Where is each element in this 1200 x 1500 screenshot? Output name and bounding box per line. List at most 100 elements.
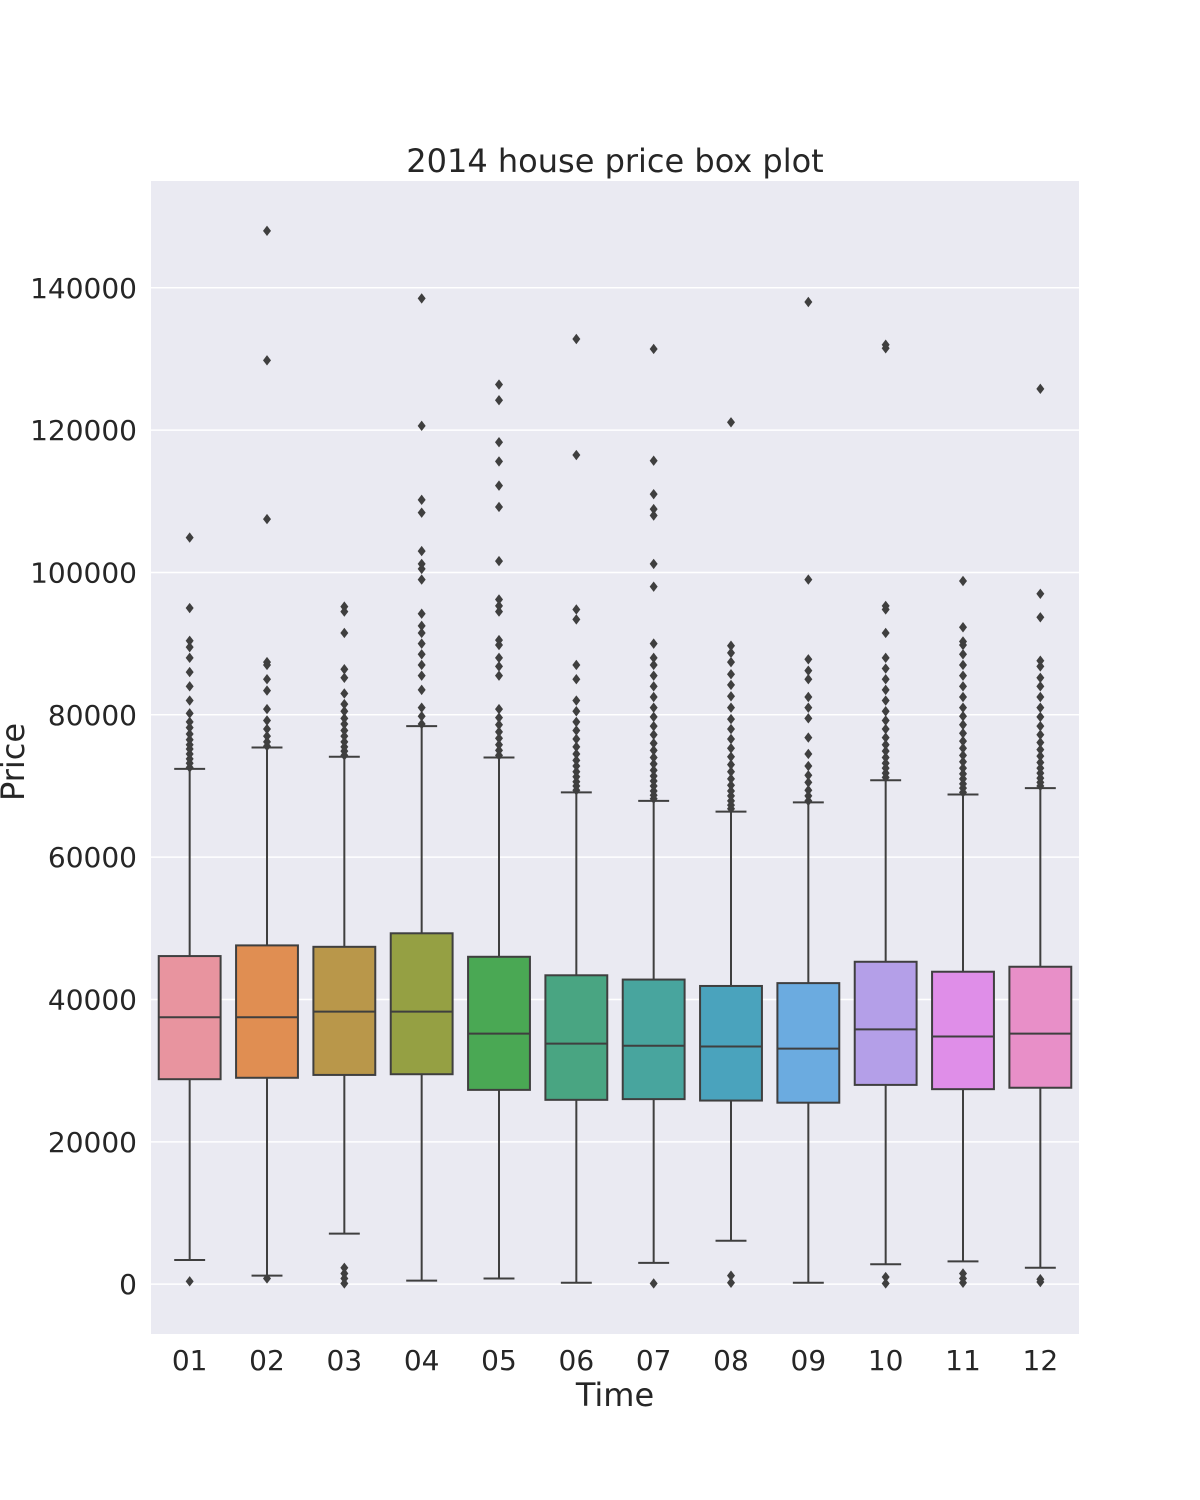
outlier-point	[649, 488, 658, 500]
outlier-point	[572, 333, 581, 345]
outlier-point	[340, 672, 349, 683]
outlier-point	[727, 785, 735, 797]
outlier-point	[881, 674, 890, 685]
outlier-point	[804, 702, 813, 713]
outlier-point	[263, 1273, 271, 1284]
outlier-point	[727, 1277, 735, 1288]
iqr-box	[467, 955, 531, 1091]
iqr-box	[931, 970, 995, 1091]
outlier-point	[572, 741, 581, 753]
outlier-point	[263, 730, 271, 742]
outlier-point	[340, 713, 349, 724]
outlier-point	[417, 608, 426, 619]
outlier-point	[572, 716, 581, 728]
outlier-point	[959, 649, 967, 660]
outlier-point	[649, 1278, 658, 1289]
outlier-point	[1036, 1273, 1045, 1285]
outlier-point	[649, 503, 658, 515]
x-tick-label: 05	[481, 1344, 517, 1377]
box-10	[853, 339, 918, 1289]
outlier-point	[727, 766, 735, 777]
outlier-point	[185, 532, 194, 543]
y-tick-label: 80000	[48, 699, 137, 732]
outlier-point	[263, 723, 271, 735]
box-11	[931, 575, 995, 1288]
x-tick-label: 10	[868, 1344, 904, 1377]
box-01	[157, 532, 222, 1287]
outlier-point	[495, 555, 503, 567]
outlier-point	[495, 594, 503, 605]
outlier-point	[727, 733, 735, 745]
outlier-point	[804, 654, 813, 665]
gridlines	[151, 287, 1079, 1285]
outlier-point	[495, 606, 503, 617]
outlier-point	[417, 545, 426, 557]
outlier-point	[417, 507, 426, 518]
outlier-point	[649, 702, 658, 713]
outlier-point	[649, 638, 658, 649]
outlier-point	[649, 738, 658, 749]
outlier-point	[727, 723, 735, 735]
outlier-point	[727, 743, 735, 754]
outlier-point	[263, 225, 271, 237]
outlier-point	[1036, 612, 1045, 623]
outlier-point	[804, 790, 813, 802]
outlier-point	[881, 745, 890, 757]
outlier-point	[881, 339, 890, 350]
outlier-point	[959, 575, 967, 587]
outlier-point	[417, 627, 426, 639]
outlier-point	[263, 703, 271, 715]
outlier-point	[727, 773, 735, 785]
outlier-point	[881, 757, 890, 769]
outlier-point	[959, 622, 967, 633]
outlier-point	[1036, 383, 1045, 395]
outlier-point	[417, 620, 426, 632]
outlier-point	[495, 456, 503, 467]
outlier-point	[340, 601, 349, 612]
outlier-point	[727, 640, 735, 651]
outlier-point	[417, 659, 426, 671]
plot-area	[151, 181, 1079, 1334]
outlier-point	[959, 728, 967, 739]
y-tick-label: 20000	[48, 1126, 137, 1159]
outlier-point	[340, 1268, 349, 1279]
outlier-point	[340, 725, 349, 736]
outlier-point	[495, 703, 503, 715]
outlier-point	[185, 695, 194, 706]
outlier-point	[804, 777, 813, 788]
outlier-point	[495, 670, 503, 681]
outlier-point	[649, 455, 658, 466]
iqr-box	[389, 932, 454, 1076]
outlier-point	[881, 652, 890, 664]
outlier-point	[572, 674, 581, 685]
outlier-point	[572, 449, 581, 461]
outlier-point	[1036, 750, 1045, 762]
outlier-point	[1036, 691, 1045, 703]
iqr-box	[776, 982, 841, 1104]
outlier-point	[185, 602, 194, 614]
outlier-point	[340, 688, 349, 699]
outlier-point	[572, 766, 581, 777]
outlier-point	[959, 762, 967, 774]
outlier-point	[649, 720, 658, 732]
y-tick-label: 140000	[30, 272, 137, 305]
outlier-point	[340, 698, 349, 710]
outlier-point	[959, 670, 967, 681]
outlier-point	[649, 510, 658, 521]
outlier-point	[881, 1271, 890, 1283]
outlier-point	[727, 647, 735, 659]
outlier-point	[727, 702, 735, 713]
outlier-point	[1036, 729, 1045, 740]
outlier-point	[263, 736, 271, 748]
outlier-point	[263, 685, 271, 696]
outlier-point	[959, 681, 967, 692]
box-07	[621, 343, 686, 1289]
outlier-point	[340, 627, 349, 639]
outlier-point	[649, 670, 658, 681]
outlier-point	[417, 558, 426, 570]
outlier-point	[959, 768, 967, 780]
boxes	[157, 225, 1073, 1289]
outlier-point	[804, 785, 813, 796]
outlier-point	[959, 750, 967, 761]
iqr-box	[1008, 965, 1073, 1089]
